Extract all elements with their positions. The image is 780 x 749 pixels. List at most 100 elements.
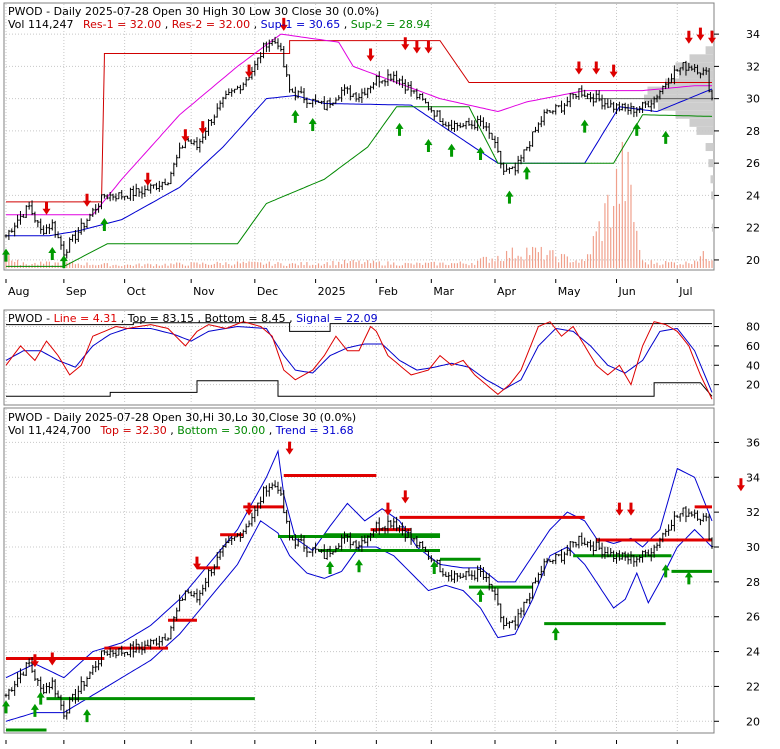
up-arrow-icon <box>308 118 317 131</box>
price-bar <box>111 193 115 201</box>
trend-price-bar <box>383 525 387 534</box>
price-bar <box>325 100 329 111</box>
price-y-tick-label: 24 <box>746 189 760 202</box>
trend-price-bar <box>577 535 581 549</box>
price-bar <box>143 185 147 197</box>
price-bar <box>470 120 474 130</box>
trend-ticker-label: PWOD <box>8 411 43 424</box>
trend-price-bar <box>508 621 511 629</box>
trend-price-bar <box>7 688 11 700</box>
trend-price-bar <box>288 520 291 541</box>
price-bar <box>236 85 239 90</box>
price-bar <box>160 181 164 191</box>
trend-price-bar <box>412 537 416 542</box>
price-bar <box>88 213 92 221</box>
trend-price-bar <box>580 532 584 546</box>
trend-price-bar <box>670 519 673 531</box>
price-bar <box>560 100 563 114</box>
price-bar <box>623 102 627 112</box>
trend-price-bar <box>444 571 448 577</box>
price-bar <box>603 98 607 110</box>
price-bar <box>343 84 346 96</box>
price-bar <box>435 110 439 117</box>
price-y-tick-label: 26 <box>746 157 760 170</box>
price-bar <box>4 234 8 238</box>
label-separator: , <box>170 424 177 437</box>
price-bar <box>132 185 135 201</box>
price-bar <box>574 93 578 99</box>
price-bar <box>493 135 497 149</box>
res2-label: Res-2 = 32.00 <box>172 18 250 31</box>
price-bar <box>647 101 650 108</box>
trend-price-bar <box>244 523 248 535</box>
trend-price-bar <box>375 521 378 534</box>
price-bar <box>192 139 196 146</box>
price-bar <box>152 184 155 189</box>
price-bar <box>123 195 126 201</box>
trend-top-label: Top = 32.30 <box>99 424 166 437</box>
trend-price-bar <box>363 535 367 544</box>
trend-price-bar <box>213 564 216 576</box>
trend-price-bar <box>88 671 92 680</box>
label-separator: , <box>269 424 276 437</box>
volume-profile-bar <box>705 46 714 55</box>
volume-profile-bar <box>711 191 714 200</box>
down-arrow-icon <box>684 30 693 44</box>
price-bar <box>658 90 662 100</box>
price-bar <box>189 139 193 145</box>
price-bar <box>366 87 369 99</box>
trend-price-bar <box>302 535 306 552</box>
price-bar <box>288 74 291 93</box>
price-bar <box>340 87 343 102</box>
price-bar <box>27 201 31 210</box>
trend-price-bar <box>427 550 430 560</box>
up-arrow-icon <box>522 166 531 180</box>
trend-price-bar <box>707 513 711 541</box>
trend-price-bar <box>198 590 202 606</box>
trend-price-bar <box>638 554 641 563</box>
price-bar <box>22 213 25 218</box>
trend-price-bar <box>268 483 271 497</box>
up-arrow-icon <box>424 138 433 152</box>
trend-price-bar <box>499 603 503 623</box>
price-bar <box>33 211 37 223</box>
price-bar <box>74 230 77 244</box>
trend-price-bar <box>678 513 682 522</box>
price-bar <box>372 82 375 90</box>
price-bar <box>117 192 121 200</box>
trend-price-bar <box>265 485 268 497</box>
trend-y-tick-label: 26 <box>746 611 760 624</box>
price-bar <box>357 93 361 103</box>
price-bar <box>77 227 80 242</box>
price-bar <box>351 93 355 98</box>
price-bar <box>652 96 656 109</box>
down-arrow-icon <box>83 193 92 207</box>
price-bar <box>82 222 86 232</box>
stoch-bottom-label: Bottom = 8.45 <box>205 312 286 325</box>
price-bar <box>140 186 144 199</box>
down-arrow-icon <box>696 27 705 41</box>
price-bar <box>172 162 176 177</box>
trend-price-bar <box>279 486 283 497</box>
price-bar <box>114 193 118 202</box>
trend-price-bar <box>519 607 523 618</box>
trend-price-bar <box>566 544 569 556</box>
trend-price-bar <box>85 676 89 687</box>
volume-profile-bar <box>708 159 714 168</box>
trend-price-bar <box>369 532 372 542</box>
price-bar <box>97 203 100 213</box>
trend-price-bar <box>296 538 300 547</box>
price-bar <box>525 146 529 151</box>
price-bar <box>594 90 598 103</box>
up-arrow-icon <box>505 190 514 204</box>
price-bar <box>519 154 523 165</box>
stoch-ticker-label: PWOD <box>8 312 43 325</box>
price-bar <box>244 77 248 87</box>
price-bar <box>48 223 51 235</box>
trend-price-bar <box>62 700 66 720</box>
down-arrow-icon <box>736 478 745 492</box>
trend-price-bar <box>487 573 491 591</box>
trend-price-bar <box>184 590 187 601</box>
res1-label: Res-1 = 32.00 <box>83 18 161 31</box>
trend-price-bar <box>192 591 196 598</box>
